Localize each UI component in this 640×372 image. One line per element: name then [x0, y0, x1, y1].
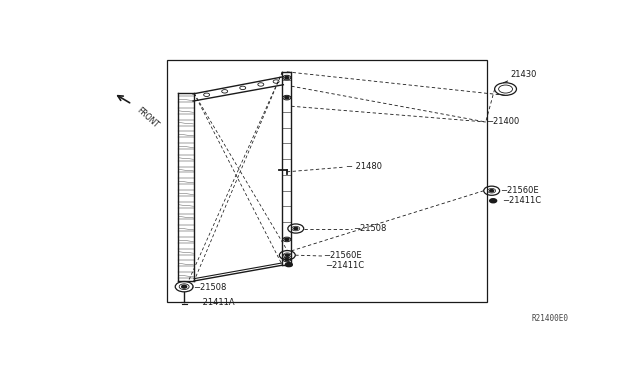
Text: R21400E0: R21400E0 [532, 314, 568, 323]
Text: −21560E: −21560E [323, 251, 362, 260]
Text: FRONT: FRONT [134, 106, 160, 130]
Text: − 21480: − 21480 [346, 162, 382, 171]
Bar [167, 60, 487, 302]
Circle shape [285, 263, 292, 267]
Circle shape [182, 285, 187, 288]
Circle shape [285, 76, 289, 79]
Text: −21508: −21508 [193, 283, 227, 292]
Text: − 21411A: − 21411A [193, 298, 235, 307]
Circle shape [285, 238, 289, 241]
Circle shape [285, 254, 289, 256]
Text: −21400: −21400 [486, 118, 519, 126]
Text: −21411C: −21411C [326, 261, 365, 270]
Circle shape [285, 258, 289, 261]
Text: −21411C: −21411C [502, 196, 541, 205]
Circle shape [285, 96, 289, 99]
Text: −21560E: −21560E [500, 186, 539, 195]
Circle shape [490, 199, 497, 203]
Text: 21430: 21430 [510, 70, 536, 79]
Text: −21508: −21508 [353, 224, 386, 233]
Circle shape [294, 227, 298, 230]
Circle shape [490, 190, 493, 192]
